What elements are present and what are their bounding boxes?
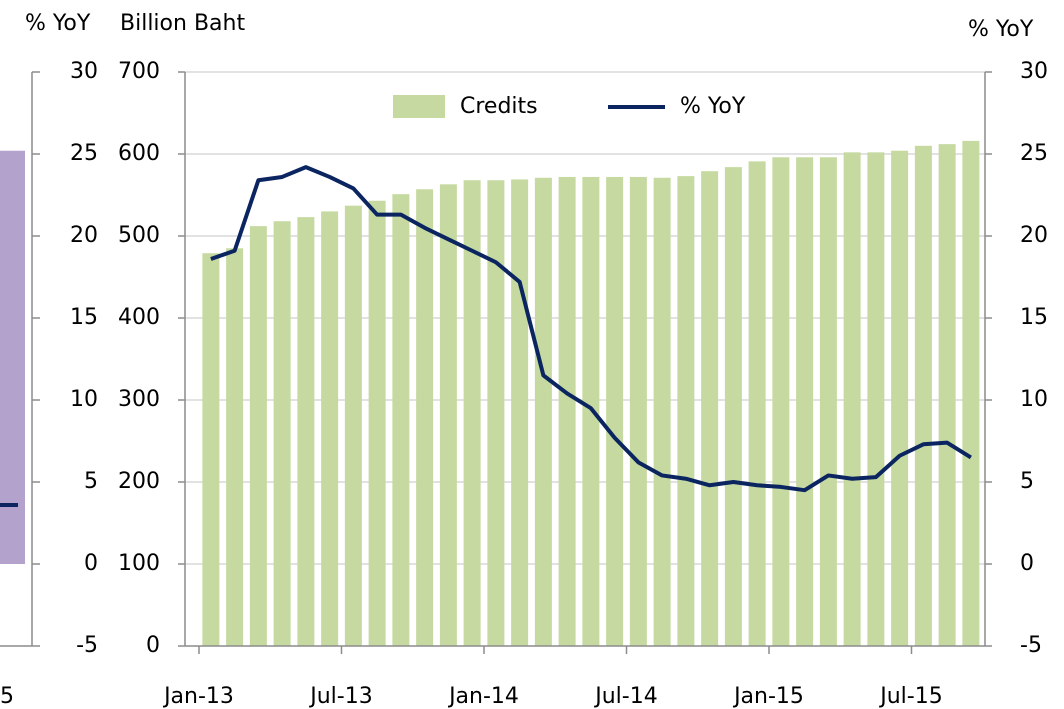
legend-label: Credits [460,94,538,119]
y2-tick-label: -5 [1020,633,1042,658]
bar [226,248,244,647]
y-tick-label: 15 [70,305,98,330]
bar [724,167,742,646]
legend-label: % YoY [680,94,746,119]
bar [843,152,861,647]
bar [701,171,719,646]
x-tick-label: Jul-15 [878,684,942,709]
y-tick-label: 10 [70,387,98,412]
y-tick-label: -5 [76,633,98,658]
y-tick-label: 500 [118,223,160,248]
y-tick-label: 700 [118,59,160,84]
y-tick-label: 400 [118,305,160,330]
y2-tick-label: 25 [1020,141,1048,166]
y-tick-label: 200 [118,469,160,494]
y2-tick-label: 10 [1020,387,1048,412]
bar [368,200,386,647]
bar [534,177,552,646]
bar [273,221,291,647]
y2-tick-label: 0 [1020,551,1034,576]
bar [819,157,837,646]
y2-tick-label: 30 [1020,59,1048,84]
bar [962,140,980,646]
y-axis-title: % YoY [25,11,91,36]
y-tick-label: 300 [118,387,160,412]
y-tick-label: 600 [118,141,160,166]
x-tick-label: Jan-14 [447,684,519,709]
bar [582,176,600,646]
bar [653,177,671,646]
bar [891,150,909,646]
x-tick-label: 5 [0,684,14,709]
bar [249,226,267,646]
bar [297,217,315,646]
bar [677,176,695,646]
y-tick-label: 0 [84,551,98,576]
bar [867,152,885,647]
x-tick-label: Jul-14 [593,684,657,709]
bar [796,157,814,646]
bar [772,157,790,646]
legend-swatch [393,95,445,118]
bar [511,179,529,647]
bar [344,205,362,646]
bar [463,180,481,647]
y-tick-label: 100 [118,551,160,576]
y2-axis-title: % YoY [968,17,1034,42]
y-tick-label: 30 [70,59,98,84]
y2-tick-label: 15 [1020,305,1048,330]
bar [416,189,434,646]
line [210,165,972,493]
y-tick-label: 20 [70,223,98,248]
bar [0,150,25,564]
y-tick-label: 25 [70,141,98,166]
y-tick-label: 5 [84,469,98,494]
bar [914,145,932,647]
y-tick-label: 0 [146,633,160,658]
y2-tick-label: 20 [1020,223,1048,248]
bar [558,176,576,646]
bar [392,194,410,646]
bar [938,144,956,646]
bar [202,253,220,646]
bar [748,161,766,646]
y-axis-title: Billion Baht [120,11,245,36]
bar [321,211,339,646]
x-tick-label: Jul-13 [308,684,372,709]
x-tick-label: Jan-15 [732,684,804,709]
bar [439,184,457,646]
bar [629,176,647,646]
bar [487,180,505,647]
y2-tick-label: 5 [1020,469,1034,494]
bar [606,176,624,646]
x-tick-label: Jan-13 [162,684,234,709]
